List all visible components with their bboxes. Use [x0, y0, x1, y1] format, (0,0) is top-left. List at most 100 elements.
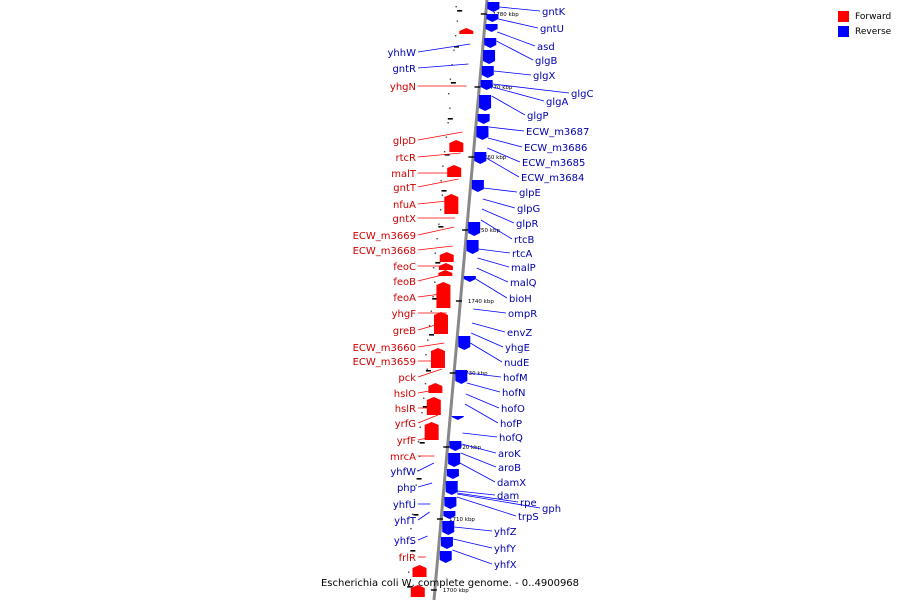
forward-gene-feature [439, 252, 454, 262]
minor-tick-dot [434, 252, 437, 254]
minor-tick-dash [416, 478, 422, 480]
reverse-label-connector [492, 83, 570, 94]
reverse-gene-feature [468, 222, 481, 236]
reverse-label-connector [456, 496, 517, 517]
forward-gene-label: mrcA [390, 452, 416, 463]
reverse-gene-feature [486, 14, 499, 22]
gene-features [410, 2, 500, 597]
forward-gene-feature [434, 312, 449, 334]
minor-tick-dot [456, 20, 459, 22]
legend-reverse-label: Reverse [855, 26, 892, 37]
reverse-label-connector [452, 549, 493, 565]
minor-ticks [407, 6, 463, 588]
forward-label-connector [417, 63, 469, 69]
reverse-gene-label: bioH [509, 294, 532, 305]
forward-gene-feature [426, 397, 441, 415]
forward-label-connector [417, 511, 430, 521]
reverse-gene-label: ompR [508, 309, 537, 320]
forward-gene-label: yhfS [394, 536, 416, 547]
forward-gene-label: ECW_m3669 [353, 231, 416, 242]
reverse-gene-label: yhgE [505, 343, 530, 354]
minor-tick-dash [447, 118, 453, 120]
reverse-gene-feature [445, 481, 458, 495]
forward-label-connector [417, 368, 443, 378]
reverse-gene-label: yhfY [494, 544, 517, 555]
forward-gene-label: greB [393, 326, 416, 337]
forward-gene-label: hslO [394, 389, 416, 400]
minor-tick-dot [427, 339, 429, 341]
reverse-label-connector [470, 332, 504, 348]
reverse-gene-label: hofQ [499, 433, 523, 444]
forward-gene-label: yrfG [395, 419, 416, 430]
minor-tick-dot [439, 209, 442, 211]
minor-tick-dash [450, 82, 456, 84]
reverse-label-connector [477, 257, 510, 268]
forward-gene-feature [430, 348, 445, 368]
forward-gene-label: feoB [393, 277, 416, 288]
reverse-gene-label: aroK [498, 449, 521, 460]
minor-tick-dot [454, 35, 457, 37]
reverse-gene-label: hofN [502, 388, 525, 399]
minor-tick-dot [409, 557, 412, 559]
minor-tick-dot [411, 513, 414, 515]
forward-gene-label: yhhW [388, 48, 417, 59]
reverse-gene-label: hofO [501, 404, 525, 415]
forward-gene-feature [459, 28, 474, 34]
forward-gene-label: ECW_m3660 [353, 343, 416, 354]
forward-gene-label: gntR [392, 64, 416, 75]
forward-label-connector [417, 131, 463, 141]
minor-tick-dot [455, 6, 457, 8]
minor-tick-dash [435, 262, 441, 264]
genome-caption: Escherichia coli W, complete genome. - 0… [320, 578, 580, 589]
minor-tick-dot [441, 194, 444, 196]
reverse-gene-label: glgB [535, 56, 557, 67]
forward-gene-label: yrfF [397, 436, 417, 447]
minor-tick-dash [407, 586, 413, 588]
forward-label-connector [417, 226, 455, 236]
forward-label-connector [417, 462, 435, 472]
minor-tick-dash [413, 514, 419, 516]
reverse-gene-label: glgX [533, 71, 555, 82]
reverse-label-connector [496, 40, 534, 61]
scale-tick-label: 1760 kbp [480, 155, 506, 161]
minor-tick-dot [432, 296, 434, 298]
reverse-label-connector [460, 452, 497, 468]
reverse-label-connector [453, 538, 493, 549]
reverse-label-connector [457, 493, 541, 509]
forward-gene-label: frlR [399, 553, 416, 564]
forward-gene-feature [449, 140, 464, 152]
forward-gene-label: feoA [393, 293, 416, 304]
reverse-swatch [838, 26, 849, 37]
reverse-gene-feature [440, 537, 453, 549]
reverse-label-connector [471, 322, 506, 333]
reverse-gene-label: glgA [546, 97, 568, 108]
reverse-gene-label: ECW_m3687 [526, 127, 589, 138]
reverse-gene-label: dam [497, 491, 519, 502]
minor-tick-dash [429, 334, 435, 336]
minor-tick-dot [451, 64, 453, 66]
scale-tick-label: 1740 kbp [468, 299, 494, 305]
minor-tick-dot [428, 325, 431, 327]
reverse-gene-feature [458, 336, 471, 350]
reverse-label-connector [498, 18, 539, 29]
scale-tick-label: 1720 kbp [455, 445, 481, 451]
forward-gene-label: yhgF [392, 309, 417, 320]
reverse-gene-feature [487, 2, 500, 12]
forward-gene-label: malT [391, 169, 417, 180]
forward-label-connector [417, 414, 439, 424]
forward-gene-feature [424, 422, 439, 440]
forward-gene-feature [444, 194, 459, 214]
minor-tick-dot [407, 571, 410, 573]
minor-tick-dot [426, 368, 428, 370]
legend-item-forward: Forward [838, 9, 891, 24]
scale-tick-label: 1700 kbp [443, 588, 469, 594]
reverse-label-connector [492, 86, 545, 102]
minor-tick-dash [457, 10, 463, 12]
reverse-gene-label: trpS [518, 512, 539, 523]
reverse-label-connector [482, 198, 516, 209]
forward-label-connector [417, 482, 433, 488]
minor-tick-dash [441, 190, 447, 192]
reverse-label-connector [461, 443, 497, 454]
legend: Forward Reverse [838, 9, 891, 39]
forward-gene-label: nfuA [393, 200, 416, 211]
